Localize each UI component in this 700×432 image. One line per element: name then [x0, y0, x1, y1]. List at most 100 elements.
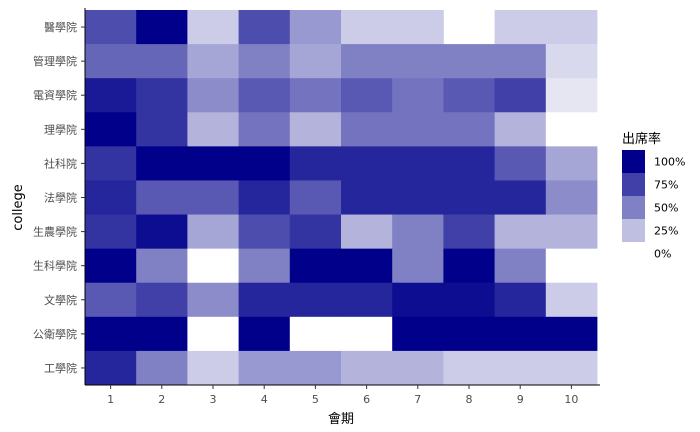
heatmap-cell — [494, 316, 547, 352]
heatmap-cell — [187, 10, 239, 45]
heatmap-cell — [85, 214, 137, 250]
x-tick-label: 5 — [312, 393, 319, 406]
heatmap-cell — [187, 44, 239, 79]
heatmap-cell — [136, 248, 188, 284]
x-tick-label: 10 — [564, 393, 578, 406]
heatmap-cell — [341, 214, 393, 250]
heatmap-cell — [392, 10, 444, 45]
heatmap-cell — [341, 10, 393, 45]
y-axis-title: college — [11, 184, 26, 231]
heatmap-cell — [443, 316, 495, 352]
heatmap-cell — [85, 112, 137, 147]
legend-swatch — [622, 173, 645, 196]
heatmap-cell — [85, 316, 137, 352]
x-axis-title: 會期 — [328, 412, 354, 427]
heatmap-cell — [392, 316, 444, 352]
heatmap-cell — [238, 214, 291, 250]
heatmap-cell — [341, 316, 393, 352]
heatmap-cell — [443, 248, 495, 284]
heatmap-cell — [392, 350, 444, 386]
heatmap-cell — [289, 282, 342, 318]
x-tick-label: 4 — [261, 393, 268, 406]
heatmap-cell — [443, 44, 495, 79]
heatmap-cell — [494, 248, 547, 284]
heatmap-cell — [136, 350, 188, 386]
legend-label: 75% — [654, 179, 678, 192]
heatmap-cell — [494, 214, 547, 250]
heatmap-cell — [187, 282, 239, 318]
heatmap-cell — [494, 10, 547, 45]
y-tick-label: 社科院 — [44, 156, 77, 170]
heatmap-cell — [289, 180, 342, 215]
heatmap-cell — [187, 248, 239, 284]
heatmap-cell — [238, 78, 291, 113]
heatmap-cell — [494, 112, 547, 147]
heatmap-cell — [289, 112, 342, 147]
heatmap-cell — [545, 248, 598, 284]
heatmap-cell — [545, 316, 598, 352]
heatmap-cell — [187, 78, 239, 113]
heatmap-cell — [494, 146, 547, 181]
legend: 出席率 100% 75% 50% 25% 0% — [622, 131, 685, 265]
x-tick-label: 1 — [107, 393, 114, 406]
y-tick-label: 生農學院 — [33, 225, 77, 239]
heatmap-cell — [136, 180, 188, 215]
heatmap-cell — [136, 282, 188, 318]
heatmap-cell — [289, 214, 342, 250]
heatmap-cell — [136, 44, 188, 79]
heatmap-cell — [341, 78, 393, 113]
y-tick-label: 電資學院 — [33, 88, 77, 102]
x-tick-label: 9 — [517, 393, 524, 406]
heatmap-cell — [545, 146, 598, 181]
heatmap-cell — [187, 350, 239, 386]
heatmap-cell — [187, 180, 239, 215]
heatmap-cell — [443, 180, 495, 215]
legend-label: 25% — [654, 225, 678, 238]
heatmap-cell — [289, 146, 342, 181]
heatmap-cell — [136, 112, 188, 147]
y-tick-label: 醫學院 — [44, 20, 77, 34]
heatmap-cell — [289, 10, 342, 45]
heatmap-cell — [392, 282, 444, 318]
heatmap-cell — [289, 316, 342, 352]
legend-title: 出席率 — [622, 131, 661, 147]
legend-swatch — [622, 196, 645, 219]
heatmap-cell — [443, 350, 495, 386]
heatmap-cell — [238, 248, 291, 284]
heatmap-cell — [341, 248, 393, 284]
heatmap-cell — [392, 146, 444, 181]
heatmap-cell — [238, 282, 291, 318]
heatmap-cell — [187, 146, 239, 181]
heatmap-cell — [341, 112, 393, 147]
y-tick-label: 公衛學院 — [33, 327, 77, 341]
heatmap-cell — [341, 282, 393, 318]
heatmap-cell — [136, 146, 188, 181]
heatmap-cell — [238, 350, 291, 386]
legend-label: 100% — [654, 156, 685, 169]
heatmap-cell — [289, 350, 342, 386]
legend-swatch — [622, 242, 645, 265]
x-tick-label: 3 — [210, 393, 217, 406]
heatmap-cell — [341, 180, 393, 215]
heatmap-cell — [443, 282, 495, 318]
heatmap-cell — [85, 78, 137, 113]
heatmap-cell — [494, 282, 547, 318]
heatmap-cell — [545, 350, 598, 386]
heatmap-cell — [85, 44, 137, 79]
heatmap-cell — [238, 180, 291, 215]
y-tick-label: 理學院 — [44, 122, 77, 136]
heatmap-cell — [494, 180, 547, 215]
heatmap-cell — [392, 248, 444, 284]
heatmap-cell — [136, 214, 188, 250]
heatmap-cell — [289, 78, 342, 113]
y-tick-label: 工學院 — [44, 361, 77, 375]
x-tick-label: 8 — [466, 393, 473, 406]
heatmap-cell — [238, 44, 291, 79]
heatmap-cell — [85, 180, 137, 215]
heatmap-cell — [545, 180, 598, 215]
heatmap-cell — [392, 78, 444, 113]
heatmap-cell — [443, 112, 495, 147]
heatmap-cell — [545, 214, 598, 250]
